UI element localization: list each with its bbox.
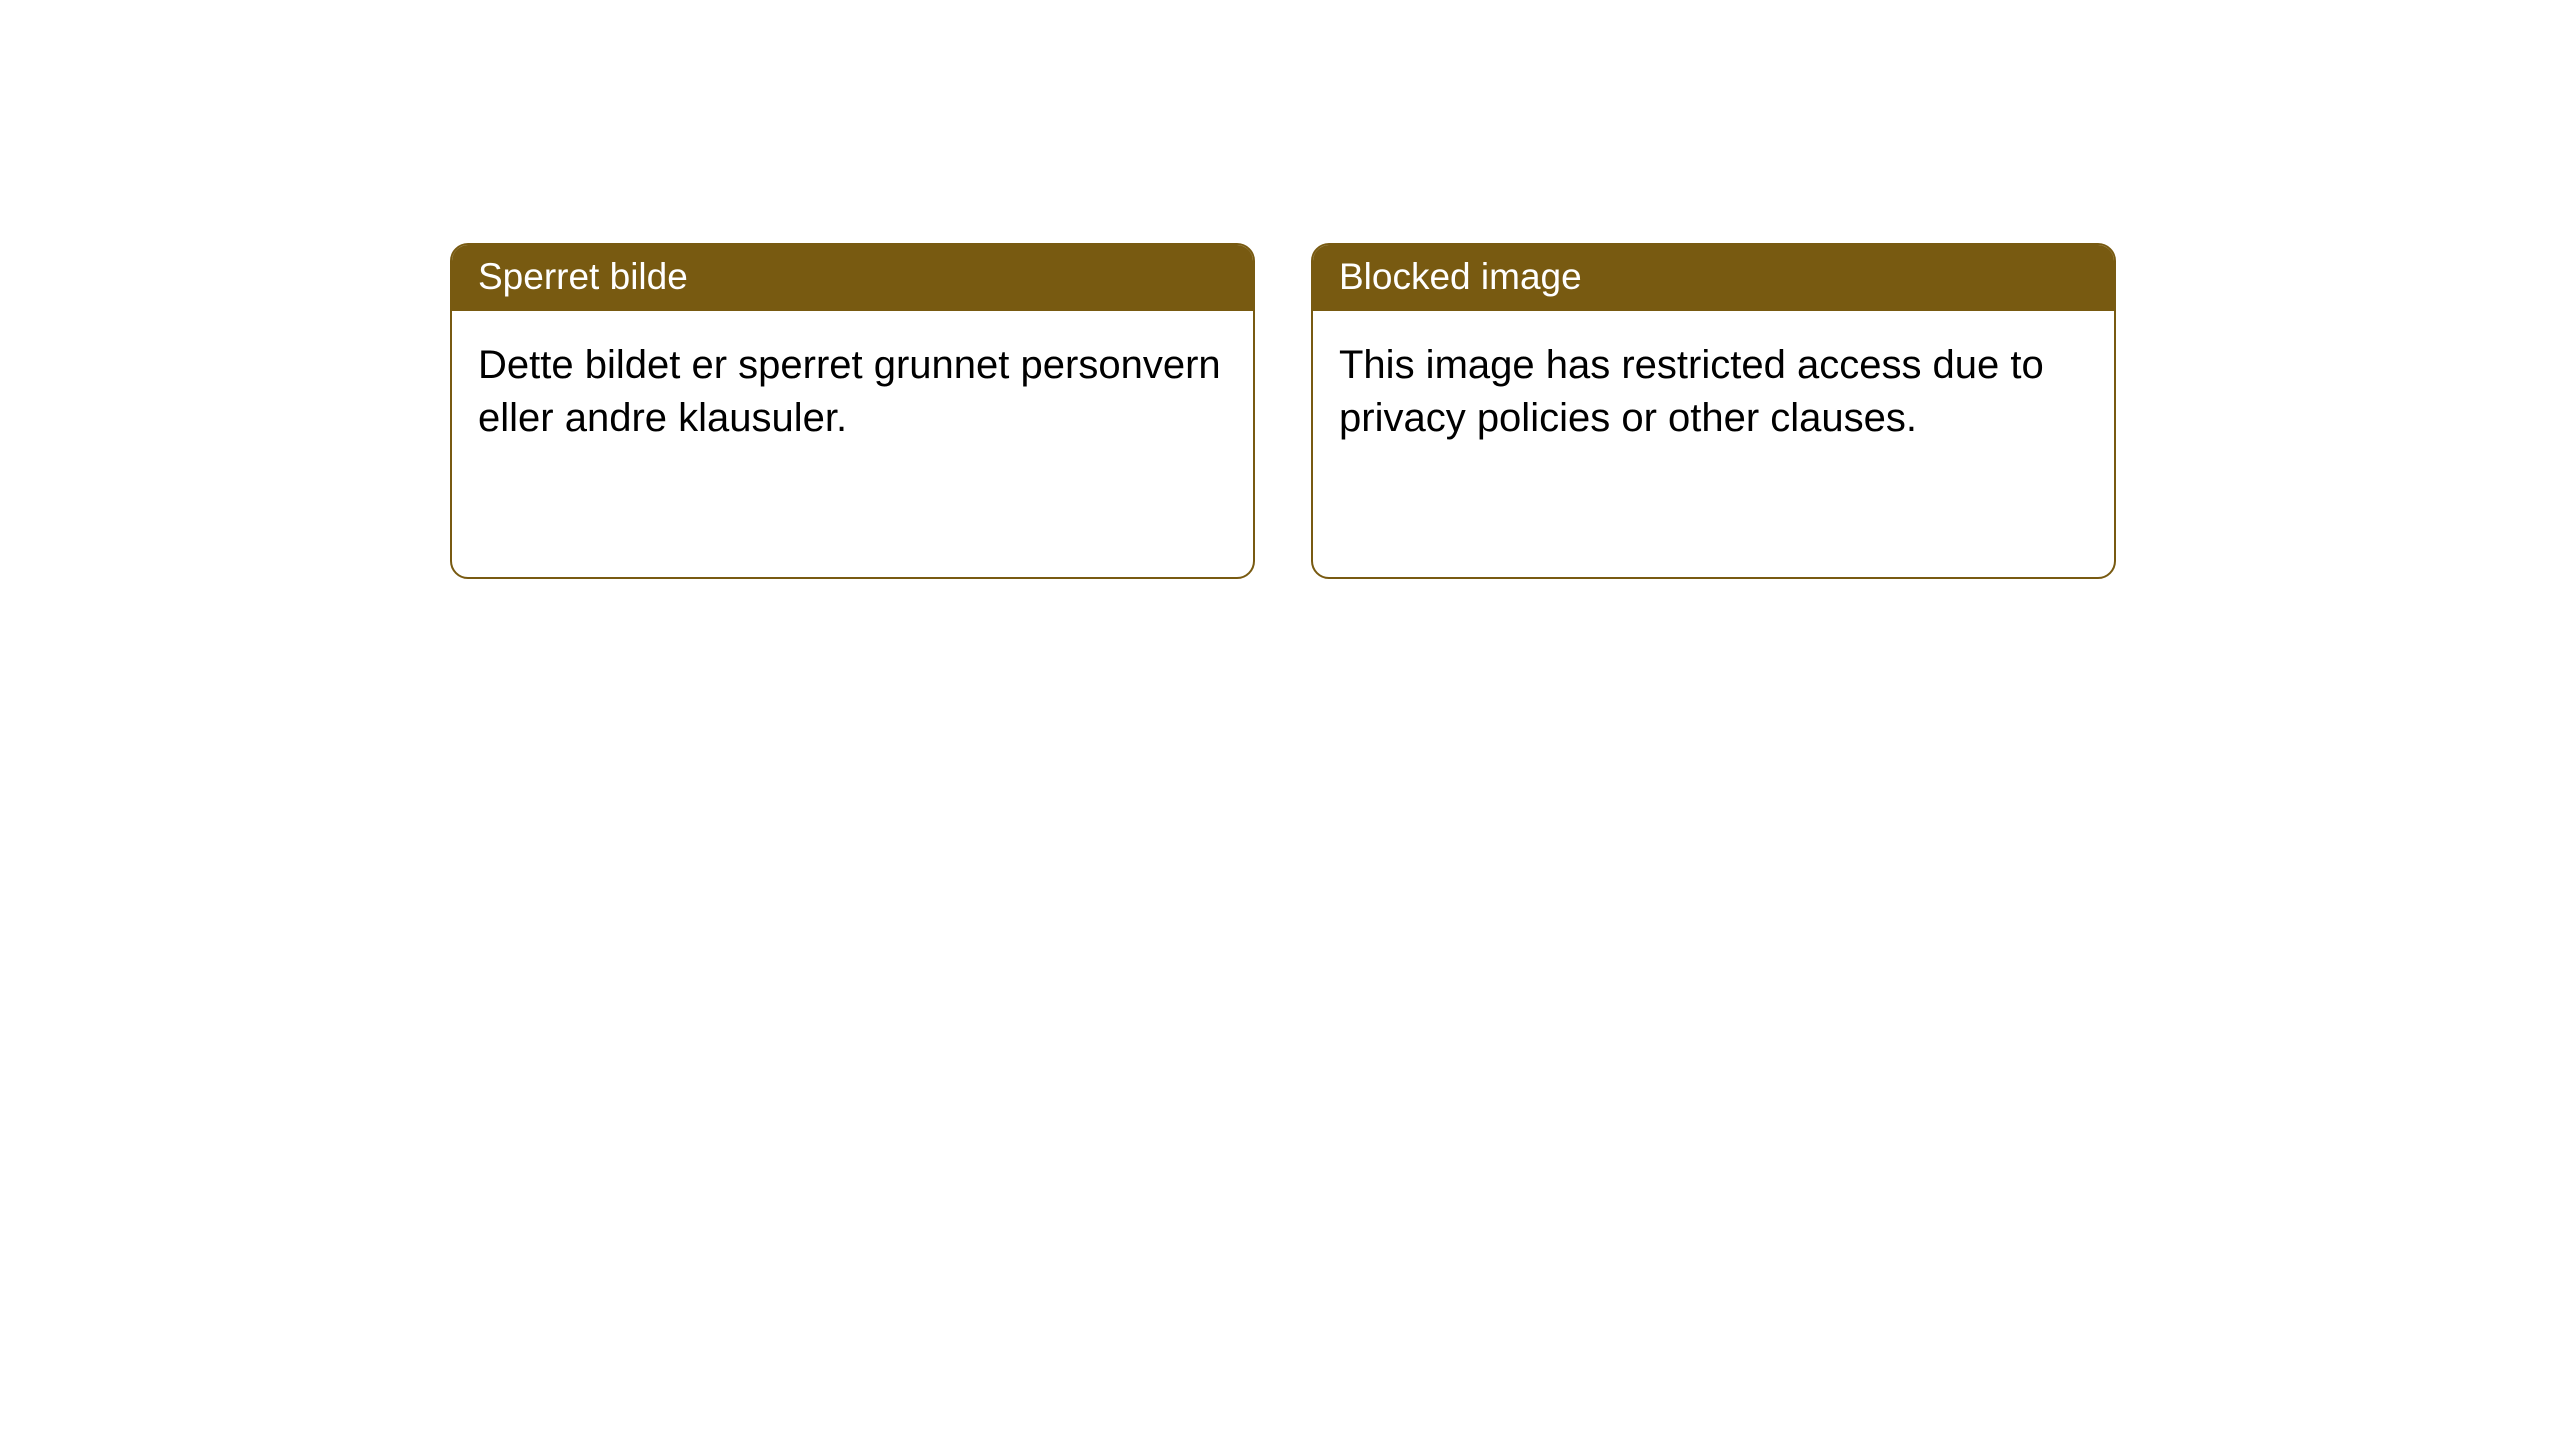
card-header-en: Blocked image	[1313, 245, 2114, 311]
blocked-card-no: Sperret bilde Dette bildet er sperret gr…	[450, 243, 1255, 579]
blocked-card-en: Blocked image This image has restricted …	[1311, 243, 2116, 579]
card-body-en: This image has restricted access due to …	[1313, 311, 2114, 473]
card-body-no: Dette bildet er sperret grunnet personve…	[452, 311, 1253, 473]
card-header-no: Sperret bilde	[452, 245, 1253, 311]
blocked-image-cards: Sperret bilde Dette bildet er sperret gr…	[450, 243, 2116, 579]
